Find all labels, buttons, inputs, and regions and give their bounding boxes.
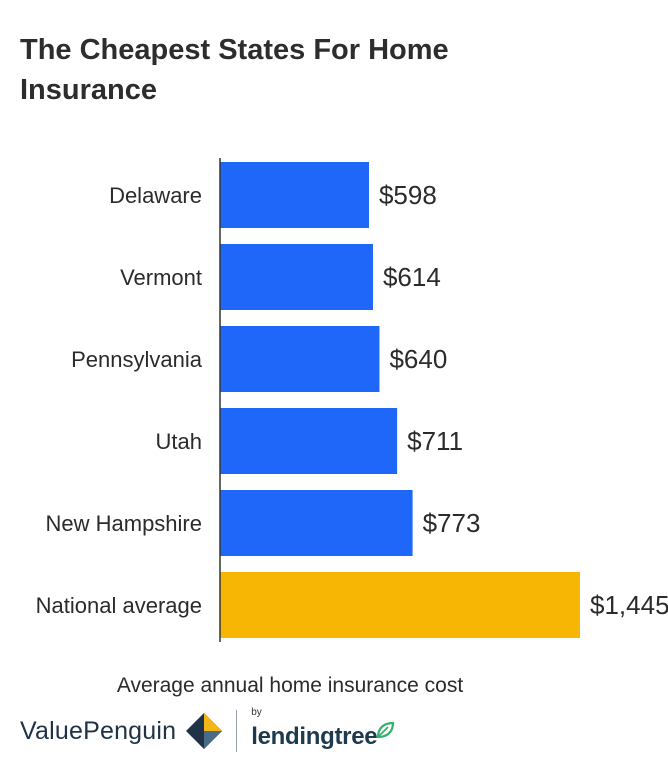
- bar-new-hampshire: [220, 490, 413, 556]
- brand-footer: ValuePenguin by lendingtree: [20, 706, 395, 756]
- by-label: by: [251, 707, 262, 718]
- value-label: $614: [383, 262, 441, 292]
- brand-divider: [236, 710, 238, 752]
- bar-pennsylvania: [220, 326, 380, 392]
- lendingtree-brand: by lendingtree: [251, 708, 395, 754]
- bar-utah: [220, 408, 398, 474]
- bar-national-average: [220, 572, 580, 638]
- x-axis-caption: Average annual home insurance cost: [116, 674, 464, 697]
- category-label: New Hampshire: [46, 511, 203, 536]
- category-label: Utah: [156, 429, 202, 454]
- leaf-icon: [377, 721, 395, 739]
- category-label: Delaware: [109, 183, 202, 208]
- valuepenguin-logo-icon: [186, 713, 223, 749]
- value-label: $598: [379, 180, 437, 210]
- value-label: $773: [423, 508, 481, 538]
- lendingtree-wordmark: lendingtree: [251, 723, 378, 750]
- bar-vermont: [220, 244, 373, 310]
- bar-delaware: [220, 162, 369, 228]
- bars-layer: Delaware $598 Vermont $614 Pennsylvania $640 U…: [36, 162, 668, 638]
- chart-title: The Cheapest States For Home Insurance: [20, 34, 449, 106]
- value-label: $711: [407, 426, 463, 456]
- category-label: Pennsylvania: [71, 347, 203, 372]
- value-label: $640: [389, 344, 447, 374]
- value-label: $1,445: [590, 590, 668, 620]
- valuepenguin-wordmark: ValuePenguin: [20, 716, 177, 745]
- bar-chart: Delaware $598 Vermont $614 Pennsylvania $640 U…: [36, 158, 668, 642]
- category-label: National average: [36, 593, 202, 618]
- category-label: Vermont: [120, 265, 202, 290]
